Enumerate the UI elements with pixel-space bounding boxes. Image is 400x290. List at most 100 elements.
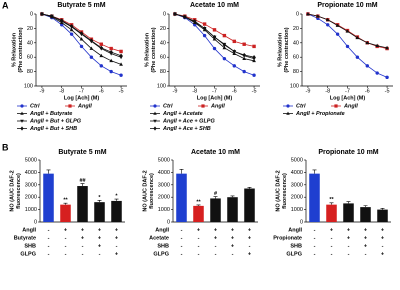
marker <box>173 11 177 17</box>
y-tick-label: 5000 <box>291 157 303 163</box>
y-tick-label: 3000 <box>25 182 37 188</box>
condition-sign: + <box>231 243 234 249</box>
chart-title: Propionate 10 mM <box>317 2 377 9</box>
legend-label: Ctrl <box>296 103 306 109</box>
marker <box>232 64 236 68</box>
marker <box>252 54 256 60</box>
bar <box>176 173 187 222</box>
x-tick-label: -7 <box>79 88 84 94</box>
condition-sign: - <box>331 243 333 249</box>
bar <box>309 173 320 222</box>
marker <box>50 13 54 19</box>
condition-sign: + <box>231 235 234 241</box>
marker <box>20 126 24 131</box>
condition-sign: + <box>214 227 217 233</box>
marker <box>40 11 44 17</box>
legend-label: AngII + Acetate <box>162 111 203 117</box>
condition-sign: + <box>364 235 367 241</box>
marker <box>20 119 24 123</box>
x-tick-label: -6 <box>365 88 370 94</box>
condition-sign: - <box>348 251 350 257</box>
condition-sign: - <box>65 243 67 249</box>
marker <box>222 42 227 48</box>
y-tick-label: 4000 <box>291 170 303 176</box>
marker <box>365 64 369 68</box>
marker <box>201 104 205 108</box>
error-bar <box>346 201 351 204</box>
x-tick-label: -5 <box>252 88 257 94</box>
marker <box>20 104 24 108</box>
marker <box>119 49 123 54</box>
condition-sign: + <box>364 227 367 233</box>
y-tick-label: 60 <box>27 55 33 61</box>
axis <box>301 14 393 87</box>
x-tick-label: -8 <box>192 88 197 94</box>
condition-sign: + <box>115 227 118 233</box>
condition-sign: + <box>381 227 384 233</box>
condition-sign: - <box>181 235 183 241</box>
chart-title: Acetate 10 mM <box>190 2 239 9</box>
y-axis-label: fluorescence) <box>16 173 22 209</box>
bar <box>77 186 88 222</box>
y-tick-label: 5000 <box>158 157 170 163</box>
y-tick-label: 4000 <box>25 170 37 176</box>
condition-sign: + <box>115 235 118 241</box>
condition-sign: + <box>98 235 101 241</box>
significance-label: ## <box>79 178 85 184</box>
marker <box>119 53 123 58</box>
condition-sign: + <box>115 251 118 257</box>
y-axis-label: % Relaxation <box>11 32 17 67</box>
y-axis-label: fluorescence) <box>282 173 288 209</box>
bar <box>244 188 255 222</box>
marker <box>385 45 389 50</box>
marker <box>286 111 290 115</box>
significance-label: ** <box>329 197 334 203</box>
marker <box>334 104 338 108</box>
marker <box>365 40 370 45</box>
significance-label: * <box>115 194 118 200</box>
error-bar <box>213 196 218 199</box>
chart-title: Propionate 10 mM <box>318 149 378 156</box>
marker <box>183 14 187 20</box>
marker <box>153 104 157 108</box>
y-tick-label: 4000 <box>158 170 170 176</box>
y-tick-label: 0 <box>300 219 303 225</box>
condition-sign: + <box>347 235 350 241</box>
marker <box>193 18 197 24</box>
condition-label: AngII <box>155 227 169 233</box>
marker <box>68 104 72 108</box>
marker <box>202 26 207 31</box>
condition-sign: + <box>364 243 367 249</box>
y-axis-label: % Relaxation <box>277 32 283 67</box>
x-tick-label: -9 <box>172 88 177 94</box>
y-tick-label: 100 <box>24 83 33 89</box>
y-tick-label: 40 <box>160 40 166 46</box>
condition-label: Acetate <box>149 235 169 241</box>
condition-sign: - <box>48 235 50 241</box>
significance-label: # <box>214 191 217 197</box>
marker <box>202 33 207 38</box>
error-bar <box>247 186 252 189</box>
marker <box>119 73 123 77</box>
marker <box>119 62 123 66</box>
y-tick-label: 0 <box>163 11 166 17</box>
marker <box>252 73 256 77</box>
marker <box>222 56 227 61</box>
condition-sign: + <box>214 235 217 241</box>
bar <box>326 204 337 222</box>
marker <box>286 104 290 108</box>
condition-sign: - <box>314 227 316 233</box>
significance-label: ** <box>63 198 68 204</box>
legend-label: AngII + Ace + GLPG <box>162 118 215 124</box>
condition-sign: + <box>248 251 251 257</box>
y-axis-label: (Phe contraction) <box>18 27 24 72</box>
condition-sign: - <box>48 251 50 257</box>
condition-sign: + <box>98 227 101 233</box>
marker <box>89 55 94 59</box>
marker <box>242 52 246 58</box>
marker <box>202 22 207 26</box>
marker <box>325 17 330 22</box>
error-bar <box>196 204 201 206</box>
condition-sign: - <box>116 243 118 249</box>
marker <box>355 55 360 59</box>
